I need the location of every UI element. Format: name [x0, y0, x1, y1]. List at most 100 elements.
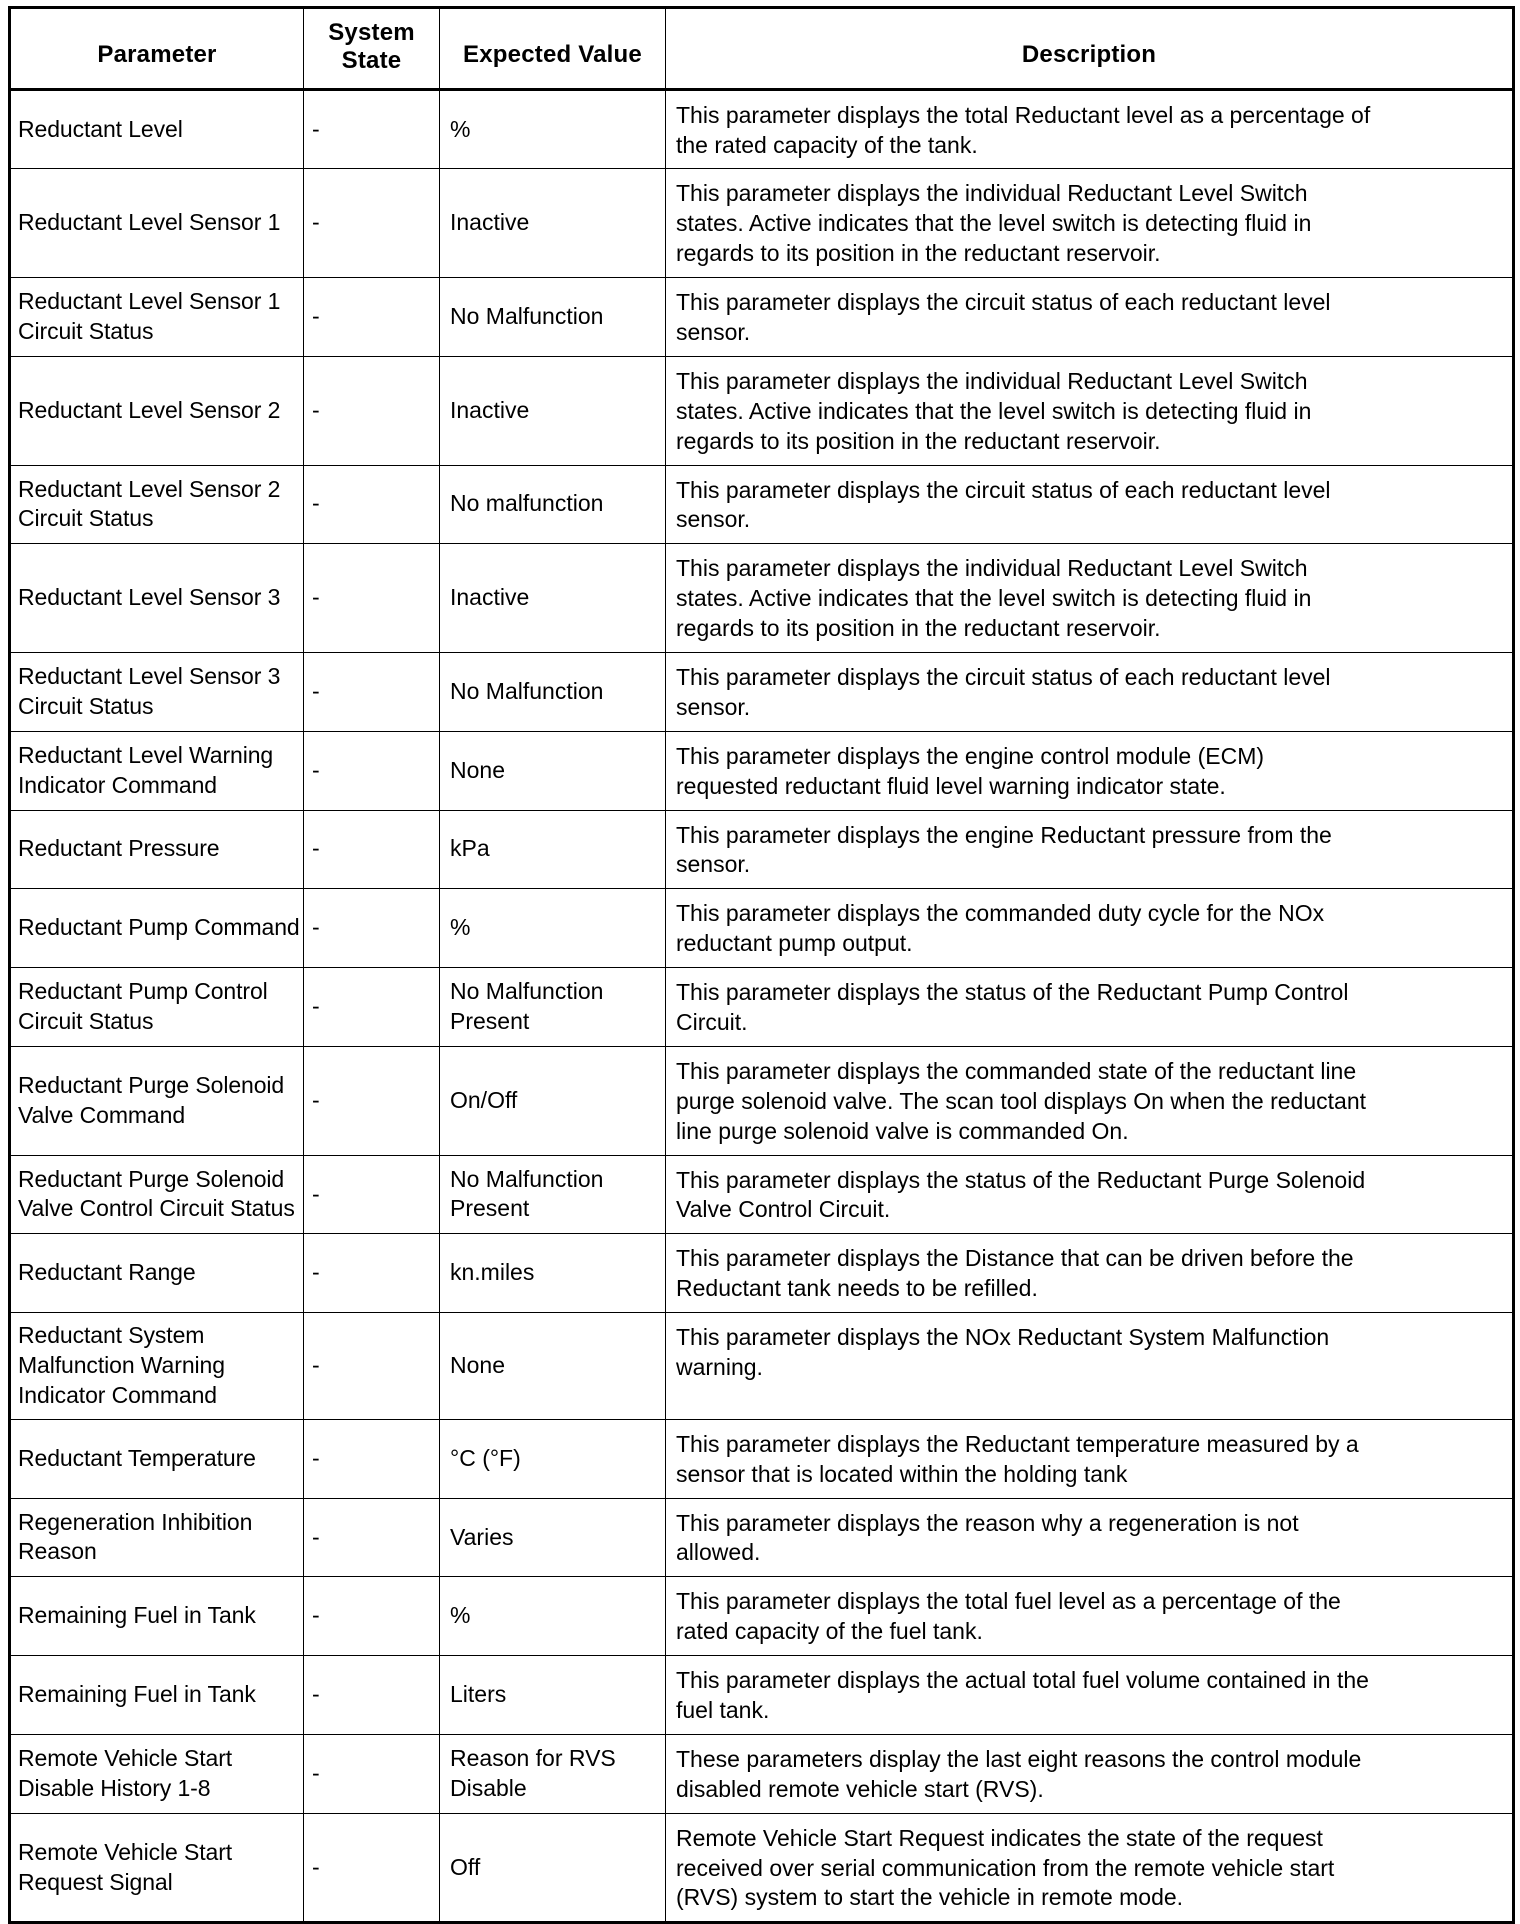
cell-expected-value: Off: [439, 1812, 666, 1924]
description-line: line purge solenoid valve is commanded O…: [676, 1117, 1129, 1144]
description-line: states. Active indicates that the level …: [676, 397, 1312, 424]
cell-description: These parameters display the last eight …: [665, 1733, 1514, 1814]
description-line: the rated capacity of the tank.: [676, 131, 978, 158]
cell-parameter: Reductant Pump Command: [9, 888, 304, 969]
cell-expected-value: %: [439, 888, 666, 969]
cell-parameter: Reductant Range: [9, 1233, 304, 1314]
description-line: allowed.: [676, 1539, 761, 1566]
cell-description: This parameter displays the Reductant te…: [665, 1418, 1514, 1499]
description-line: Valve Control Circuit.: [676, 1196, 891, 1223]
description-line: warning.: [676, 1354, 763, 1381]
description-line: Reductant tank needs to be refilled.: [676, 1275, 1038, 1302]
cell-parameter: Reductant Purge Solenoid Valve Command: [9, 1045, 304, 1156]
table-row: Reductant Level Sensor 1 Circuit Status -…: [9, 277, 1514, 357]
description-line: rated capacity of the fuel tank.: [676, 1618, 983, 1645]
cell-system-state: -: [303, 967, 440, 1047]
description-line: requested reductant fluid level warning …: [676, 772, 1226, 799]
cell-description: This parameter displays the total Reduct…: [665, 87, 1514, 170]
cell-parameter: Reductant Temperature: [9, 1418, 304, 1499]
description-line: This parameter displays the commanded st…: [676, 1057, 1357, 1084]
cell-system-state: -: [303, 277, 440, 357]
cell-parameter: Reductant Level Sensor 1 Circuit Status: [9, 277, 304, 357]
description-line: This parameter displays the total Reduct…: [676, 101, 1371, 128]
cell-expected-value: On/Off: [439, 1045, 666, 1156]
cell-parameter: Reductant Level Sensor 1: [9, 168, 304, 279]
cell-system-state: -: [303, 730, 440, 811]
cell-system-state: -: [303, 1418, 440, 1499]
description-line: purge solenoid valve. The scan tool disp…: [676, 1087, 1366, 1114]
header-row: Parameter System State Expected Value De…: [9, 7, 1514, 91]
cell-expected-value: Inactive: [439, 168, 666, 279]
cell-parameter: Reductant System Malfunction Warning Ind…: [9, 1312, 304, 1420]
description-line: received over serial communication from …: [676, 1854, 1335, 1881]
table-row: Reductant Level Sensor 1- Inactive This pa…: [9, 168, 1514, 279]
cell-system-state: -: [303, 1576, 440, 1657]
description-line: This parameter displays the status of th…: [676, 979, 1349, 1006]
cell-system-state: -: [303, 651, 440, 732]
cell-expected-value: No Malfunction Present: [439, 1154, 666, 1235]
cell-system-state: -: [303, 1312, 440, 1420]
description-line: This parameter displays the Distance tha…: [676, 1245, 1354, 1272]
table-row: Reductant Level Sensor 3 Circuit Status -…: [9, 651, 1514, 732]
table-row: Reductant System Malfunction Warning Ind…: [9, 1312, 1514, 1420]
table-row: Reductant Pump Command -% This parameter d…: [9, 888, 1514, 969]
table-row: Reductant Level Sensor 3- Inactive This pa…: [9, 543, 1514, 653]
table-row: Reductant Pump Control Circuit Status - No…: [9, 967, 1514, 1047]
description-line: disabled remote vehicle start (RVS).: [676, 1775, 1044, 1802]
cell-system-state: -: [303, 87, 440, 170]
cell-expected-value: Inactive: [439, 543, 666, 653]
cell-description: This parameter displays the commanded du…: [665, 888, 1514, 969]
description-line: states. Active indicates that the level …: [676, 585, 1312, 612]
scan-tool-parameter-table: Parameter System State Expected Value De…: [8, 6, 1515, 1924]
description-line: fuel tank.: [676, 1697, 770, 1724]
table-row: Reductant Temperature - °C (°F) This parame…: [9, 1418, 1514, 1499]
cell-parameter: Reductant Level: [9, 87, 304, 170]
cell-parameter: Remote Vehicle Start Disable History 1-8: [9, 1733, 304, 1814]
description-line: regards to its position in the reductant…: [676, 240, 1161, 267]
cell-description: This parameter displays the circuit stat…: [665, 277, 1514, 357]
cell-expected-value: None: [439, 730, 666, 811]
cell-expected-value: No Malfunction: [439, 277, 666, 357]
cell-description: This parameter displays the circuit stat…: [665, 464, 1514, 545]
cell-system-state: -: [303, 1655, 440, 1735]
cell-expected-value: Reason for RVS Disable: [439, 1733, 666, 1814]
cell-parameter: Remaining Fuel in Tank: [9, 1576, 304, 1657]
table-header: Parameter System State Expected Value De…: [9, 7, 1514, 91]
cell-description: This parameter displays the reason why a…: [665, 1497, 1514, 1578]
description-line: sensor.: [676, 318, 751, 345]
description-line: This parameter displays the engine contr…: [676, 742, 1265, 769]
cell-parameter: Remaining Fuel in Tank: [9, 1655, 304, 1735]
cell-expected-value: %: [439, 87, 666, 170]
cell-description: This parameter displays the engine contr…: [665, 730, 1514, 811]
table-row: Reductant Range - kn.miles This parameter d…: [9, 1233, 1514, 1314]
cell-description: Remote Vehicle Start Request indicates t…: [665, 1812, 1514, 1924]
cell-parameter: Reductant Purge Solenoid Valve Control C…: [9, 1154, 304, 1235]
table-row: Remaining Fuel in Tank - Liters This parame…: [9, 1655, 1514, 1735]
description-line: This parameter displays the individual R…: [676, 180, 1308, 207]
cell-description: This parameter displays the Distance tha…: [665, 1233, 1514, 1314]
cell-description: This parameter displays the circuit stat…: [665, 651, 1514, 732]
cell-description: This parameter displays the engine Reduc…: [665, 809, 1514, 890]
cell-system-state: -: [303, 888, 440, 969]
cell-parameter: Reductant Level Warning Indicator Comman…: [9, 730, 304, 811]
description-line: reductant pump output.: [676, 930, 913, 957]
cell-expected-value: No malfunction: [439, 464, 666, 545]
cell-system-state: -: [303, 1733, 440, 1814]
table-row: Reductant Pressure - kPa This parameter dis…: [9, 809, 1514, 890]
description-line: Circuit.: [676, 1009, 748, 1035]
column-header-system-state-line1: System: [328, 19, 415, 46]
cell-description: This parameter displays the status of th…: [665, 1154, 1514, 1235]
cell-expected-value: No Malfunction: [439, 651, 666, 732]
column-header-system-state: System State: [303, 7, 440, 91]
document-page: Parameter System State Expected Value De…: [8, 6, 1515, 1924]
table-row: Regeneration Inhibition Reason - Varies Thi…: [9, 1497, 1514, 1578]
description-line: sensor that is located within the holdin…: [676, 1460, 1128, 1487]
description-line: regards to its position in the reductant…: [676, 615, 1161, 642]
cell-system-state: -: [303, 355, 440, 466]
description-line: This parameter displays the individual R…: [676, 555, 1308, 582]
cell-description: This parameter displays the NOx Reductan…: [665, 1312, 1514, 1420]
description-line: regards to its position in the reductant…: [676, 427, 1161, 454]
cell-expected-value: kPa: [439, 809, 666, 890]
cell-parameter: Reductant Pressure: [9, 809, 304, 890]
cell-system-state: -: [303, 464, 440, 545]
